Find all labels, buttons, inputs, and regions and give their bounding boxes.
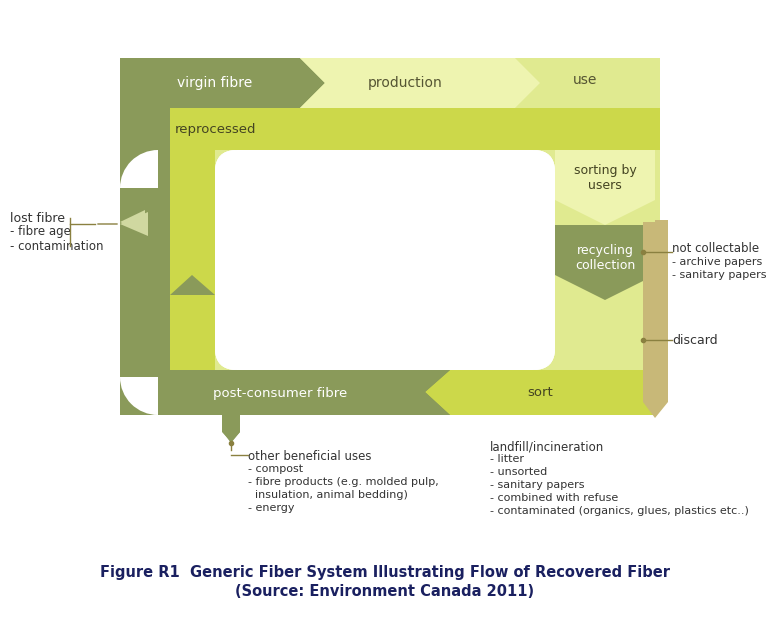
Polygon shape <box>120 108 170 415</box>
FancyBboxPatch shape <box>215 150 555 370</box>
Polygon shape <box>120 108 655 150</box>
Polygon shape <box>120 58 320 108</box>
Text: - energy: - energy <box>248 503 294 513</box>
Wedge shape <box>120 377 158 415</box>
Polygon shape <box>520 58 660 108</box>
Text: landfill/incineration: landfill/incineration <box>490 440 604 453</box>
Text: post-consumer fibre: post-consumer fibre <box>213 387 347 399</box>
Text: lost fibre: lost fibre <box>10 211 65 224</box>
Text: production: production <box>367 76 443 90</box>
Text: insulation, animal bedding): insulation, animal bedding) <box>248 490 408 500</box>
Text: - sanitary papers: - sanitary papers <box>672 270 766 280</box>
Text: not collectable: not collectable <box>672 241 759 255</box>
Wedge shape <box>120 150 158 188</box>
Polygon shape <box>555 225 655 295</box>
Polygon shape <box>555 108 655 415</box>
Polygon shape <box>0 0 770 58</box>
Text: - combined with refuse: - combined with refuse <box>490 493 618 503</box>
Polygon shape <box>555 150 655 220</box>
Text: - litter: - litter <box>490 454 524 464</box>
Polygon shape <box>440 370 655 415</box>
FancyBboxPatch shape <box>120 58 660 415</box>
Polygon shape <box>120 108 170 415</box>
Text: - contaminated (organics, glues, plastics etc..): - contaminated (organics, glues, plastic… <box>490 506 749 516</box>
Text: sorting by
users: sorting by users <box>574 164 636 192</box>
Polygon shape <box>120 370 655 415</box>
Polygon shape <box>425 370 655 415</box>
Polygon shape <box>300 58 540 108</box>
Polygon shape <box>120 370 465 415</box>
FancyBboxPatch shape <box>215 150 555 370</box>
Text: - unsorted: - unsorted <box>490 467 547 477</box>
Polygon shape <box>295 58 545 108</box>
Text: reprocessed: reprocessed <box>175 124 256 136</box>
Text: Figure R1  Generic Fiber System Illustrating Flow of Recovered Fiber: Figure R1 Generic Fiber System Illustrat… <box>100 564 670 580</box>
Polygon shape <box>645 220 668 415</box>
Polygon shape <box>170 275 215 295</box>
Polygon shape <box>170 108 215 415</box>
Polygon shape <box>643 222 668 418</box>
Polygon shape <box>222 415 240 442</box>
Text: - sanitary papers: - sanitary papers <box>490 480 584 490</box>
Text: sort: sort <box>527 387 553 399</box>
Text: - fibre age: - fibre age <box>10 225 71 238</box>
Text: discard: discard <box>672 334 718 347</box>
FancyBboxPatch shape <box>120 58 655 415</box>
Text: other beneficial uses: other beneficial uses <box>248 450 371 463</box>
Polygon shape <box>515 58 655 108</box>
FancyBboxPatch shape <box>215 150 555 370</box>
Polygon shape <box>223 415 240 443</box>
Polygon shape <box>120 108 660 150</box>
Text: - fibre products (e.g. molded pulp,: - fibre products (e.g. molded pulp, <box>248 477 439 487</box>
Polygon shape <box>170 108 215 415</box>
Text: virgin fibre: virgin fibre <box>177 76 253 90</box>
Text: - contamination: - contamination <box>10 240 103 252</box>
Text: (Source: Environment Canada 2011): (Source: Environment Canada 2011) <box>236 585 534 599</box>
FancyBboxPatch shape <box>215 150 555 370</box>
Text: - archive papers: - archive papers <box>672 257 762 267</box>
Text: recycling
collection: recycling collection <box>575 244 635 272</box>
Polygon shape <box>120 370 450 415</box>
Polygon shape <box>555 230 655 300</box>
Polygon shape <box>120 58 325 108</box>
Text: - compost: - compost <box>248 464 303 474</box>
Text: use: use <box>573 73 598 87</box>
Polygon shape <box>120 210 145 234</box>
Polygon shape <box>120 212 148 236</box>
Polygon shape <box>120 58 660 150</box>
Polygon shape <box>170 295 215 340</box>
Polygon shape <box>555 150 655 225</box>
